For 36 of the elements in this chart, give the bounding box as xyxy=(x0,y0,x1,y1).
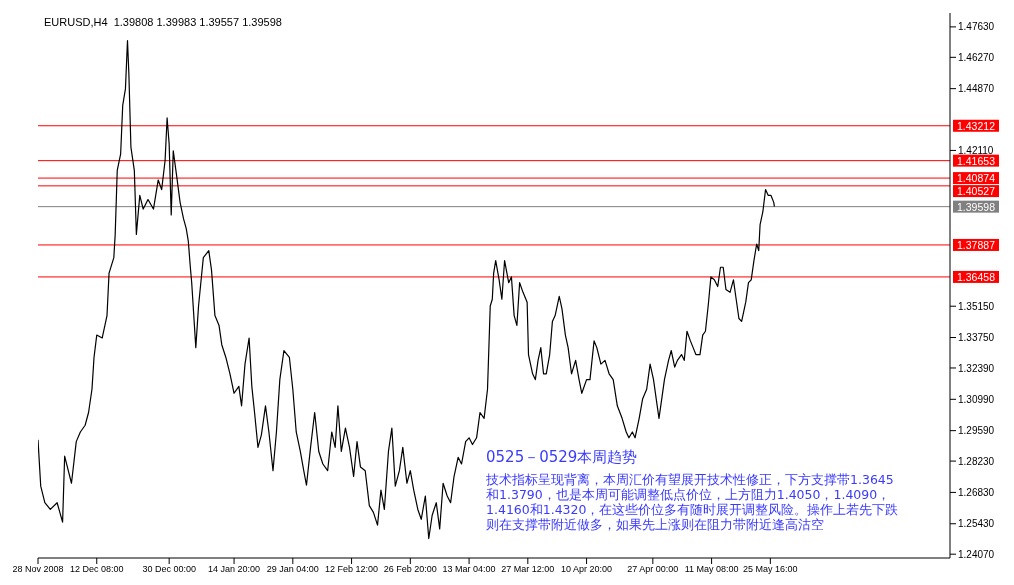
x-tick-label: 25 May 16:00 xyxy=(743,564,798,575)
y-tick-label: 1.42110 xyxy=(958,144,994,156)
x-tick-label: 29 Jan 04:00 xyxy=(266,564,319,575)
x-tick-label: 26 Feb 20:00 xyxy=(383,564,437,575)
ref-line-label: 1.41653 xyxy=(957,154,996,167)
x-tick-label: 30 Dec 00:00 xyxy=(142,564,196,575)
chart-title: EURUSD,H4 1.39808 1.39983 1.39557 1.39598 xyxy=(44,16,282,28)
y-tick-label: 1.28230 xyxy=(958,455,995,467)
ref-line-label: 1.43212 xyxy=(957,119,996,132)
x-tick-label: 11 May 08:00 xyxy=(684,564,739,575)
y-tick-label: 1.46270 xyxy=(958,51,995,63)
ref-line-label: 1.37887 xyxy=(957,238,996,251)
y-tick-label: 1.25430 xyxy=(958,518,995,530)
y-tick-label: 1.33750 xyxy=(958,332,995,344)
ref-line-label: 1.39598 xyxy=(957,200,996,213)
x-tick-label: 13 Mar 04:00 xyxy=(442,564,496,575)
annotation: 0525－0529本周趋势 xyxy=(486,448,638,467)
x-tick-label: 27 Mar 12:00 xyxy=(501,564,555,575)
x-tick-label: 12 Dec 08:00 xyxy=(69,564,124,575)
y-tick-label: 1.30990 xyxy=(958,393,995,405)
y-tick-label: 1.24070 xyxy=(958,548,995,560)
x-tick-label: 10 Apr 20:00 xyxy=(561,564,613,575)
x-tick-label: 12 Feb 12:00 xyxy=(325,564,379,575)
annotation: 技术指标呈现背离，本周汇价有望展开技术性修正，下方支撑带1.3645和1.3790，也是本周可能调整低点价位，上方阻力1.4050，1.4090，1.4160和1.4320，在这些价位多有随时展开调整风险。操作上若先下跌则在支撑带附近做多，如果先上涨则在阻力带附近逢高沽空 xyxy=(486,472,900,532)
ref-line-label: 1.36458 xyxy=(957,270,996,283)
y-tick-label: 1.26830 xyxy=(958,486,995,498)
ref-line-label: 1.40527 xyxy=(957,185,996,198)
y-tick-label: 1.32390 xyxy=(958,362,995,374)
y-tick-label: 1.35150 xyxy=(958,300,995,312)
x-tick-label: 27 Apr 00:00 xyxy=(627,564,679,575)
y-tick-label: 1.44870 xyxy=(958,83,995,95)
x-tick-label: 28 Nov 2008 xyxy=(12,564,64,575)
x-tick-label: 14 Jan 20:00 xyxy=(208,564,261,575)
y-tick-label: 1.47630 xyxy=(958,21,995,33)
y-tick-label: 1.29590 xyxy=(958,425,995,437)
ref-line-label: 1.40874 xyxy=(957,172,996,185)
